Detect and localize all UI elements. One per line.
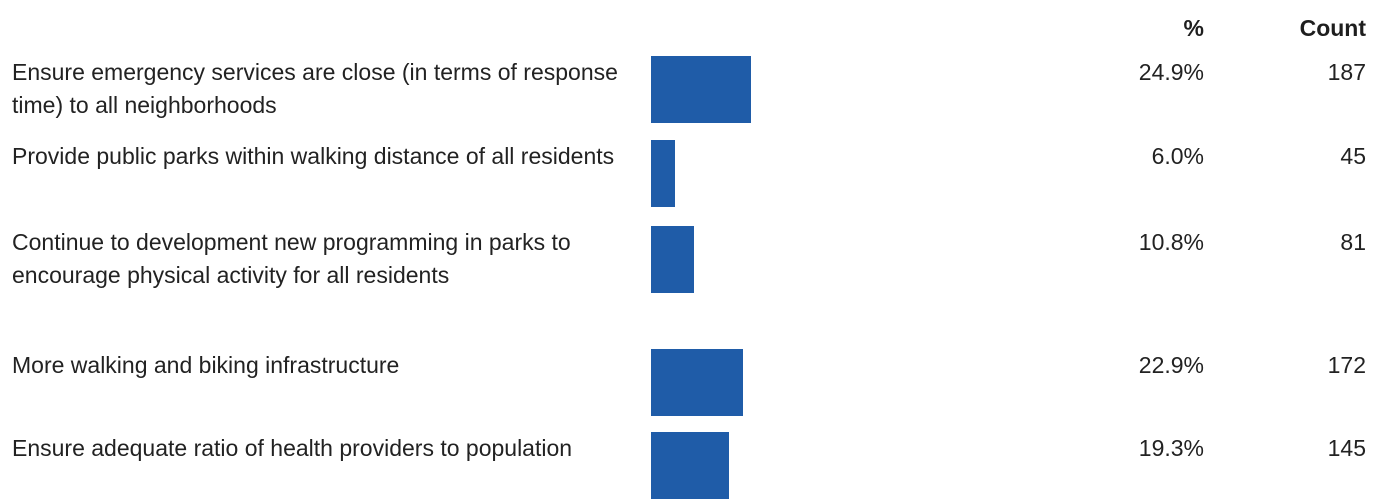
bar (651, 140, 675, 207)
count-value: 172 (1327, 352, 1366, 378)
percent-column-header: % (1183, 15, 1204, 41)
bar-row: Continue to development new programming … (0, 226, 1376, 341)
count-value: 187 (1327, 59, 1366, 85)
count-column-header: Count (1299, 15, 1366, 41)
bar-row: Provide public parks within walking dist… (0, 140, 1376, 218)
category-label: Ensure adequate ratio of health provider… (12, 435, 573, 461)
percent-value: 6.0% (1151, 143, 1204, 169)
count-value: 81 (1340, 229, 1366, 255)
bar (651, 349, 743, 416)
category-label: Ensure emergency services are close (in … (12, 59, 618, 118)
bar-row: More walking and biking infrastructure 22… (0, 349, 1376, 424)
bar (651, 432, 729, 499)
category-label: More walking and biking infrastructure (12, 352, 400, 378)
percent-value: 22.9% (1138, 352, 1204, 378)
bar (651, 226, 694, 293)
category-label: Provide public parks within walking dist… (12, 143, 615, 169)
percent-value: 24.9% (1138, 59, 1204, 85)
percent-value: 10.8% (1138, 229, 1204, 255)
percent-value: 19.3% (1138, 435, 1204, 461)
count-value: 145 (1327, 435, 1366, 461)
bar-row: Ensure adequate ratio of health provider… (0, 432, 1376, 499)
category-label: Continue to development new programming … (12, 229, 571, 288)
bar (651, 56, 751, 123)
count-value: 45 (1340, 143, 1366, 169)
bar-row: Ensure emergency services are close (in … (0, 56, 1376, 132)
